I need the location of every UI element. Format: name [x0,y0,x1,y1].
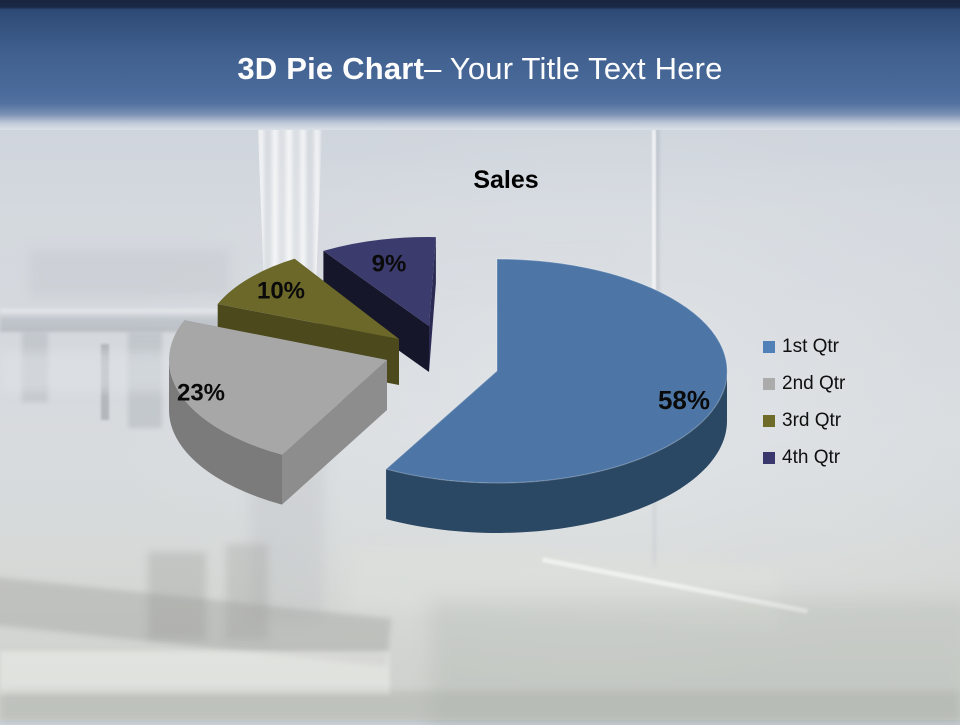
legend-item-2nd-qtr: 2nd Qtr [763,365,845,402]
legend-swatch [763,377,775,390]
pie-slice-3-wall [429,237,436,372]
legend-item-1st-qtr: 1st Qtr [763,328,845,365]
pie-slice-3-wall [323,250,429,372]
background-building [148,552,206,640]
chart-title: Sales [473,166,539,194]
pie-slice-1-value-label: 23% [177,380,225,407]
pie-slice-1-wall [282,360,387,505]
pie-slice-3 [323,237,436,326]
pie-slice-1-rim [169,360,282,505]
legend-label: 3rd Qtr [782,410,842,431]
legend-item-4th-qtr: 4th Qtr [763,439,845,476]
background-pole [652,106,656,438]
slide-title-bold: 3D Pie Chart [237,51,425,86]
pie-slice-2 [217,258,399,339]
legend-label: 4th Qtr [782,447,841,468]
pie-slice-0 [384,258,728,484]
background-trees [430,600,960,725]
chart-legend: 1st Qtr 2nd Qtr 3rd Qtr 4th Qtr [763,328,845,476]
background-pole [653,438,656,568]
background-city-smudge [30,250,230,296]
pie-slice-0-value-label: 58% [658,385,710,415]
slide-title-rest: – Your Title Text Here [424,51,723,86]
background-roofs-bottom [0,691,960,721]
pie-slice-2-value-label: 10% [257,278,305,305]
legend-swatch [763,451,775,464]
background-wall [0,651,390,695]
legend-label: 2nd Qtr [782,373,846,394]
legend-item-3rd-qtr: 3rd Qtr [763,402,845,439]
pie-slice-0-rim [386,371,727,533]
legend-label: 1st Qtr [782,336,840,357]
pie-slice-1 [168,320,387,455]
pie-slice-3-value-label: 9% [372,251,407,278]
legend-swatch [763,340,775,353]
slide-header-band: 3D Pie Chart– Your Title Text Here [0,0,960,130]
legend-swatch [763,414,775,427]
slide-title: 3D Pie Chart– Your Title Text Here [0,51,960,87]
background-building [226,544,268,640]
